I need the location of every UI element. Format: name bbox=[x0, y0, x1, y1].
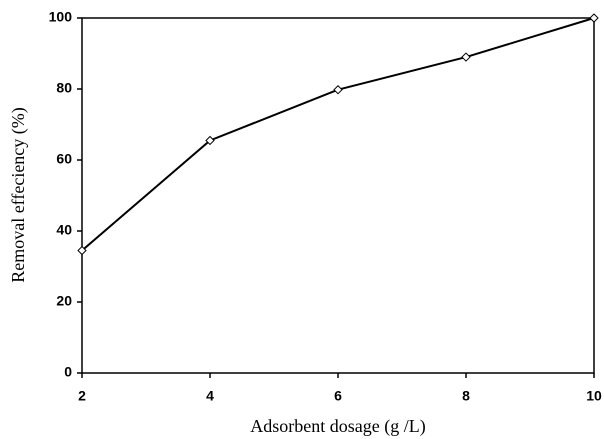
x-tick-label: 2 bbox=[78, 388, 86, 404]
y-tick-label: 40 bbox=[56, 222, 72, 238]
x-tick-label: 6 bbox=[334, 388, 342, 404]
y-tick-label: 80 bbox=[56, 80, 72, 96]
data-point bbox=[333, 85, 343, 95]
y-tick-label: 20 bbox=[56, 293, 72, 309]
plot-frame bbox=[81, 17, 595, 374]
data-point bbox=[589, 13, 599, 23]
y-tick-label: 60 bbox=[56, 151, 72, 167]
y-tick-label: 0 bbox=[64, 364, 72, 380]
x-tick-label: 10 bbox=[586, 388, 602, 404]
data-point bbox=[205, 135, 215, 146]
x-tick-label: 4 bbox=[206, 388, 214, 404]
data-point bbox=[461, 52, 471, 62]
x-axis-title: Adsorbent dosage (g /L) bbox=[250, 416, 425, 437]
y-axis-title: Removal effeciency (%) bbox=[8, 107, 29, 283]
data-line bbox=[81, 17, 595, 252]
y-tick-label: 100 bbox=[49, 9, 73, 25]
data-point bbox=[77, 245, 87, 256]
x-tick-label: 8 bbox=[462, 388, 470, 404]
